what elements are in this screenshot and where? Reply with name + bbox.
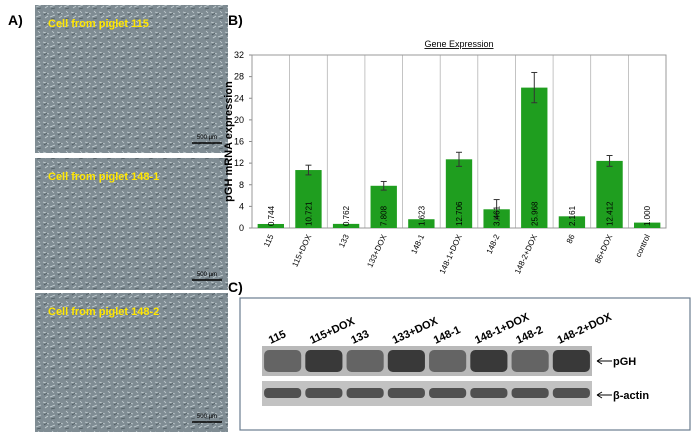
value-label: 1.000 bbox=[643, 205, 652, 226]
lane-label: 133 bbox=[349, 328, 371, 347]
value-label: 1.623 bbox=[417, 205, 426, 226]
band bbox=[429, 350, 467, 372]
x-tick-label: 115 bbox=[262, 233, 276, 249]
x-tick-label: 115+DOX bbox=[290, 232, 313, 268]
chart-title: Gene Expression bbox=[424, 39, 493, 49]
micrograph bbox=[35, 293, 228, 432]
lane-label: 115+DOX bbox=[308, 315, 357, 346]
band bbox=[470, 388, 508, 398]
y-tick-label: 4 bbox=[239, 201, 244, 211]
band bbox=[429, 388, 467, 398]
band bbox=[346, 388, 384, 398]
scale-label: 500 µm bbox=[197, 414, 217, 420]
bar bbox=[558, 216, 586, 228]
x-tick-label: 133 bbox=[337, 233, 351, 249]
micrograph bbox=[35, 158, 228, 290]
value-label: 3.461 bbox=[493, 205, 502, 226]
y-tick-label: 8 bbox=[239, 180, 244, 190]
x-tick-label: 86 bbox=[565, 233, 577, 245]
micrograph bbox=[35, 5, 228, 153]
panel-label: B) bbox=[228, 12, 243, 28]
bar bbox=[445, 159, 473, 228]
x-tick-label: 86+DOX bbox=[593, 232, 614, 264]
band bbox=[387, 350, 425, 372]
value-label: 12.412 bbox=[606, 201, 615, 226]
band bbox=[552, 350, 590, 372]
band bbox=[470, 350, 508, 372]
band bbox=[305, 350, 343, 372]
panel-label: C) bbox=[228, 279, 243, 295]
band bbox=[511, 388, 549, 398]
x-tick-label: 148-1 bbox=[409, 233, 426, 256]
band-label: β-actin bbox=[613, 390, 649, 402]
y-axis-label: pGH mRNA expression bbox=[223, 81, 235, 202]
x-tick-label: control bbox=[634, 233, 652, 259]
band bbox=[264, 350, 302, 372]
x-tick-label: 148-2 bbox=[485, 233, 502, 256]
micrograph-caption: Cell from piglet 148-2 bbox=[48, 306, 159, 318]
band bbox=[264, 388, 302, 398]
y-tick-label: 0 bbox=[239, 223, 244, 233]
value-label: 0.762 bbox=[342, 205, 351, 226]
bar bbox=[596, 160, 623, 228]
bar bbox=[257, 223, 284, 228]
band bbox=[346, 350, 384, 372]
y-tick-label: 24 bbox=[234, 93, 244, 103]
value-label: 7.808 bbox=[380, 205, 389, 226]
bar bbox=[521, 87, 548, 228]
x-tick-label: 133+DOX bbox=[365, 232, 388, 268]
panel-label: A) bbox=[8, 12, 23, 28]
value-label: 0.744 bbox=[267, 205, 276, 226]
x-tick-label: 148-1+DOX bbox=[438, 232, 464, 275]
band bbox=[552, 388, 590, 398]
y-tick-label: 16 bbox=[234, 137, 244, 147]
blot-frame bbox=[239, 297, 691, 431]
lane-label: 148-2+DOX bbox=[556, 311, 615, 347]
lane-label: 115 bbox=[267, 328, 288, 346]
y-tick-label: 32 bbox=[234, 50, 244, 60]
micrograph-caption: Cell from piglet 148-1 bbox=[48, 171, 159, 183]
scale-label: 500 µm bbox=[197, 135, 217, 141]
value-label: 10.721 bbox=[304, 201, 313, 226]
bar bbox=[295, 170, 322, 228]
micrograph-caption: Cell from piglet 115 bbox=[48, 18, 149, 30]
value-label: 25.968 bbox=[530, 201, 539, 226]
bar bbox=[634, 222, 661, 228]
x-tick-label: 148-2+DOX bbox=[513, 232, 539, 275]
band-label: pGH bbox=[613, 356, 636, 368]
bar bbox=[370, 185, 397, 228]
value-label: 12.706 bbox=[455, 201, 464, 226]
arrow bbox=[596, 357, 612, 365]
band bbox=[305, 388, 343, 398]
y-tick-label: 12 bbox=[234, 158, 244, 168]
band bbox=[511, 350, 549, 372]
scale-label: 500 µm bbox=[197, 272, 217, 278]
y-tick-label: 28 bbox=[234, 72, 244, 82]
lane-label: 133+DOX bbox=[391, 315, 441, 347]
band bbox=[387, 388, 425, 398]
y-tick-label: 20 bbox=[234, 115, 244, 125]
arrow bbox=[596, 391, 612, 399]
bar bbox=[332, 223, 360, 228]
bar bbox=[408, 219, 435, 228]
value-label: 2.161 bbox=[568, 205, 577, 226]
